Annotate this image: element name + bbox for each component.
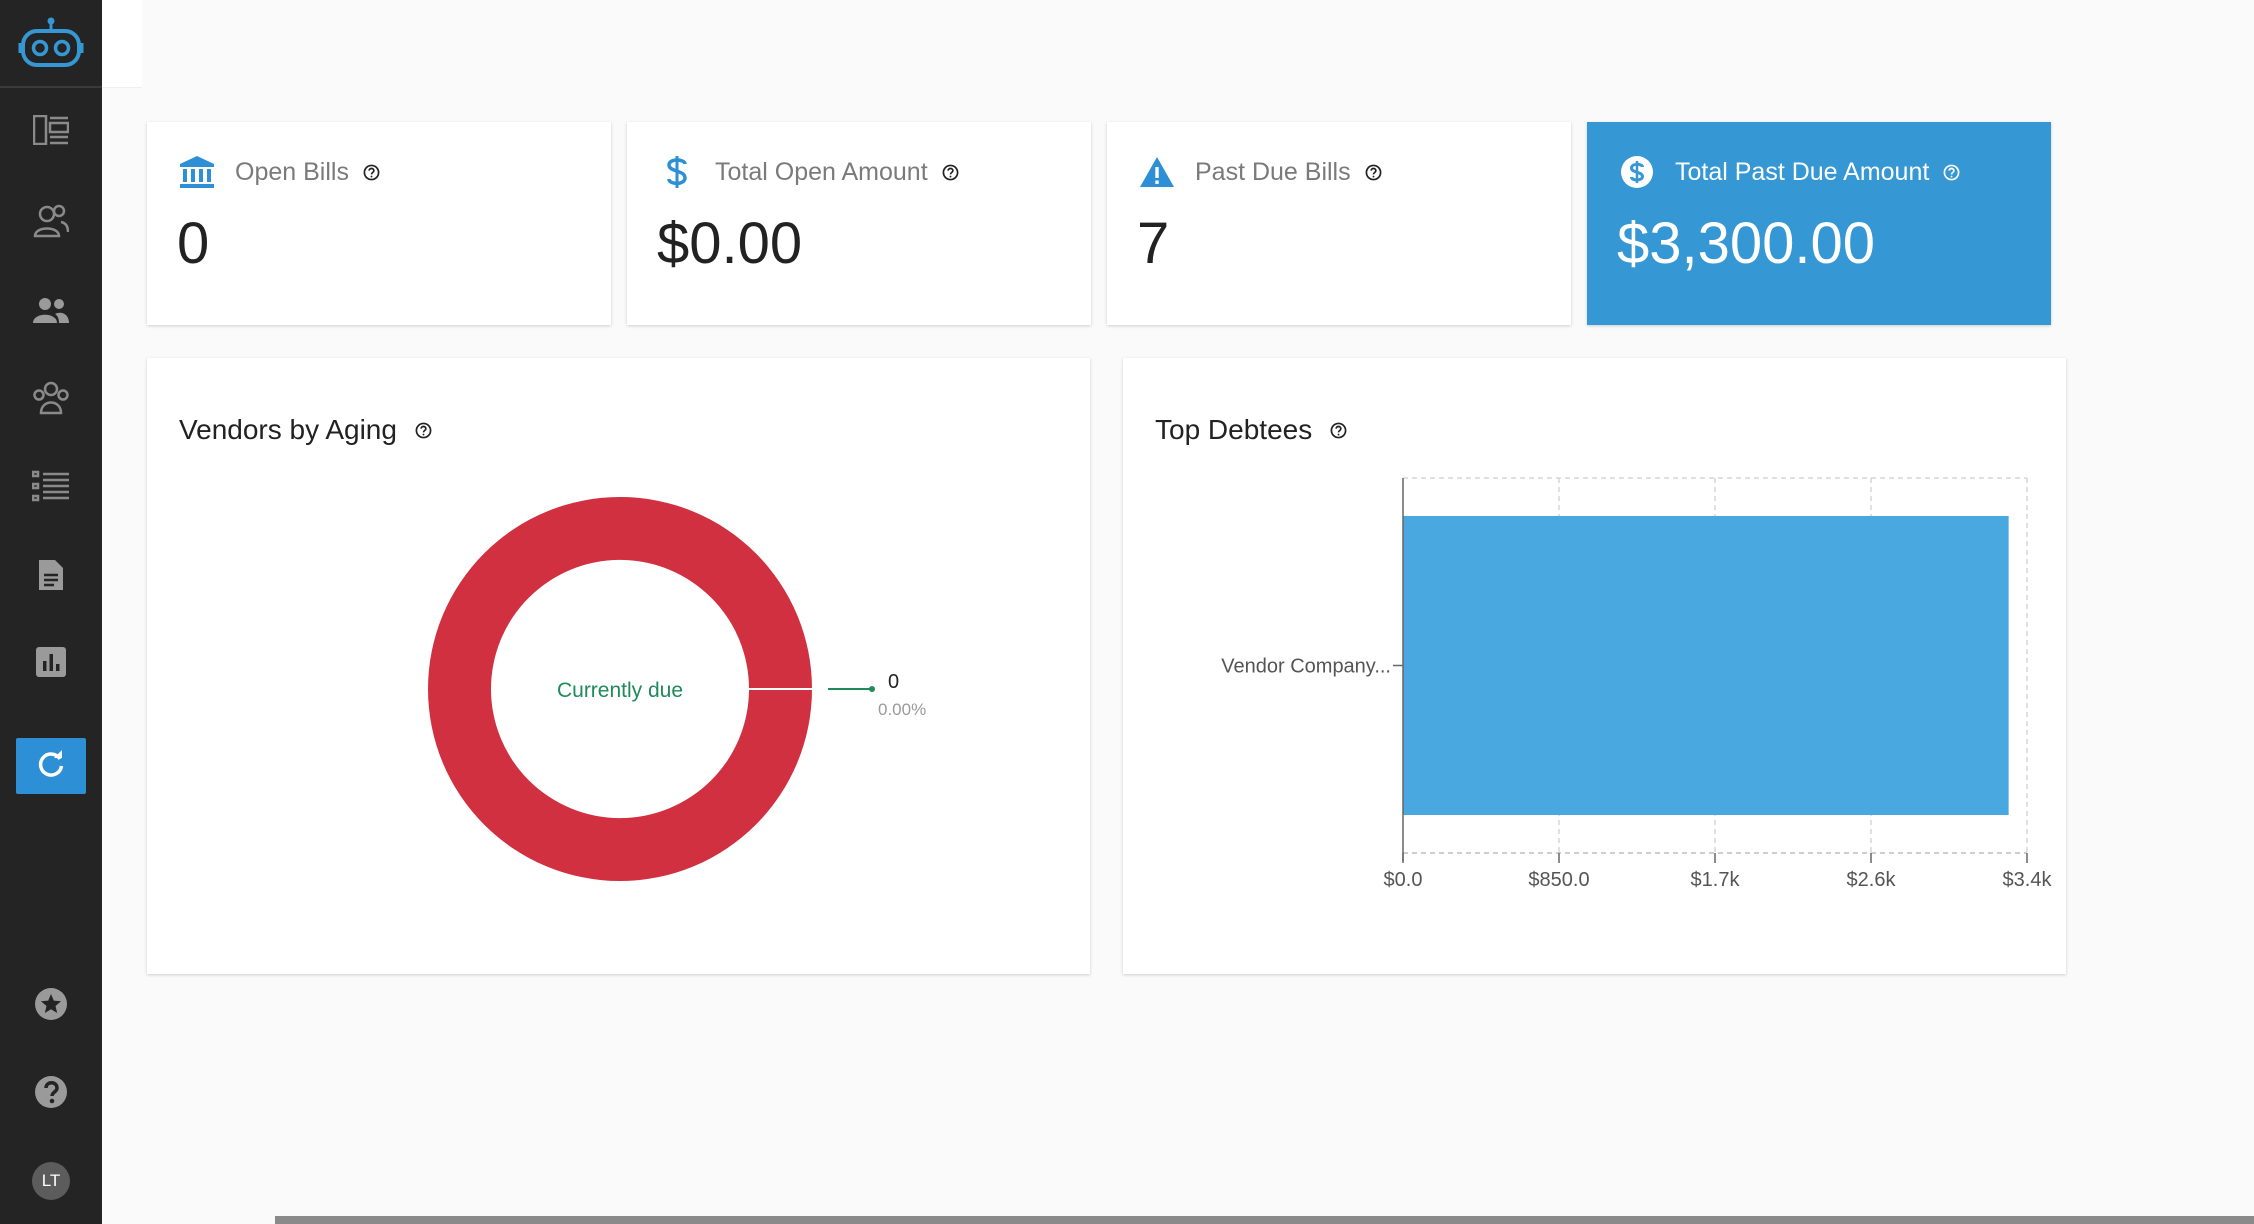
groups-icon[interactable] <box>0 368 102 428</box>
refresh-icon <box>36 749 66 784</box>
stat-value: $0.00 <box>657 211 803 276</box>
x-tick-label: $850.0 <box>1528 869 1589 891</box>
category-label: Vendor Company... <box>1221 656 1391 678</box>
question-icon[interactable] <box>1330 422 1347 439</box>
question-icon[interactable] <box>1943 164 1960 181</box>
dollar-icon <box>659 154 695 190</box>
stat-value: $3,300.00 <box>1617 211 1876 276</box>
question-icon[interactable] <box>942 164 959 181</box>
star-icon[interactable] <box>0 974 102 1034</box>
top-debtees-panel: Top Debtees Vendor Company... $0.0 $850.0 $… <box>1123 358 2066 974</box>
dashboard-icon[interactable] <box>0 100 102 160</box>
x-tick-label: $3.4k <box>2003 869 2053 891</box>
stat-card-total-past-due-amount: Total Past Due Amount $3,300.00 <box>1587 122 2051 325</box>
stat-value: 7 <box>1137 211 1170 276</box>
question-icon[interactable] <box>1365 164 1382 181</box>
people-icon[interactable] <box>0 280 102 340</box>
dollar-circle-icon <box>1619 154 1655 190</box>
x-tick-label: $0.0 <box>1384 869 1423 891</box>
callout-percent: 0.00% <box>878 700 926 719</box>
stat-card-past-due-bills: Past Due Bills 7 <box>1107 122 1571 325</box>
document-icon[interactable] <box>0 545 102 605</box>
panel-title: Vendors by Aging <box>179 414 397 445</box>
donut-center-label: Currently due <box>557 679 683 702</box>
bar-chart-icon[interactable] <box>0 632 102 692</box>
refresh-button[interactable] <box>16 738 86 794</box>
stat-label: Past Due Bills <box>1195 157 1351 186</box>
question-icon[interactable] <box>415 422 432 439</box>
top-bar <box>102 0 142 88</box>
donut-chart: Currently due 0 0.00% <box>428 497 926 881</box>
donut-slice[interactable] <box>428 497 812 881</box>
callout-dot <box>869 686 875 692</box>
stat-label: Open Bills <box>235 157 349 186</box>
warning-icon <box>1139 154 1175 190</box>
list-icon[interactable] <box>0 456 102 516</box>
help-icon[interactable] <box>0 1062 102 1122</box>
bank-icon <box>179 154 215 190</box>
x-tick-label: $1.7k <box>1691 869 1741 891</box>
stat-card-open-bills: Open Bills 0 <box>147 122 611 325</box>
bar[interactable] <box>1403 516 2009 815</box>
question-icon[interactable] <box>363 164 380 181</box>
horizontal-scrollbar[interactable] <box>275 1216 2254 1224</box>
vendors-by-aging-panel: Vendors by Aging Currently due 0 0.00% <box>147 358 1090 974</box>
stat-card-total-open-amount: Total Open Amount $0.00 <box>627 122 1091 325</box>
stat-label: Total Open Amount <box>715 157 928 186</box>
bar-chart: Vendor Company... $0.0 $850.0 $1.7k $2.6k $3.… <box>1221 477 2053 891</box>
panel-title: Top Debtees <box>1155 414 1313 445</box>
x-tick-label: $2.6k <box>1847 869 1897 891</box>
stat-label: Total Past Due Amount <box>1675 157 1930 186</box>
avatar[interactable]: LT <box>32 1162 70 1200</box>
stat-value: 0 <box>177 211 210 276</box>
sidebar: LT <box>0 0 102 1224</box>
robot-logo-icon[interactable] <box>0 0 102 88</box>
contacts-icon[interactable] <box>0 190 102 250</box>
callout-value: 0 <box>888 671 899 693</box>
